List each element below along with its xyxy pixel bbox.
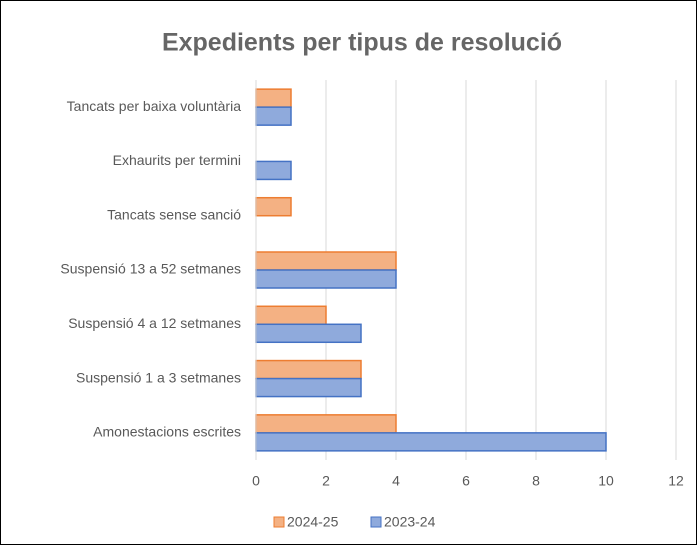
y-tick-label: Suspensió 13 a 52 setmanes xyxy=(60,261,241,277)
bar xyxy=(255,88,292,108)
bar xyxy=(255,196,292,217)
bar xyxy=(255,323,362,344)
y-tick-label: Tancats sense sanció xyxy=(107,206,241,222)
bar xyxy=(255,160,292,181)
bar xyxy=(255,432,607,452)
y-tick-label: Tancats per baixa voluntària xyxy=(67,98,242,114)
bar xyxy=(255,106,292,126)
x-tick-label: 0 xyxy=(252,473,260,489)
x-tick-label: 8 xyxy=(532,473,540,489)
legend-swatch xyxy=(370,516,382,528)
bar xyxy=(255,359,362,380)
bar xyxy=(255,377,362,398)
x-tick-label: 2 xyxy=(322,473,330,489)
x-tick-label: 12 xyxy=(668,473,684,489)
legend-label: 2024-25 xyxy=(287,514,339,530)
bar xyxy=(255,414,397,434)
y-tick-label: Amonestacions escrites xyxy=(93,424,241,440)
bar xyxy=(255,269,397,289)
chart-title: Expedients per tipus de resolució xyxy=(162,29,562,57)
legend-label: 2023-24 xyxy=(384,514,436,530)
y-tick-label: Suspensió 1 a 3 setmanes xyxy=(76,369,241,385)
bar xyxy=(255,305,327,326)
bar xyxy=(255,251,397,271)
y-tick-label: Exhaurits per termini xyxy=(113,152,241,168)
x-tick-label: 4 xyxy=(392,473,400,489)
x-tick-label: 10 xyxy=(598,473,614,489)
x-tick-label: 6 xyxy=(462,473,470,489)
legend-swatch xyxy=(273,516,285,528)
y-tick-label: Suspensió 4 a 12 setmanes xyxy=(68,315,241,331)
